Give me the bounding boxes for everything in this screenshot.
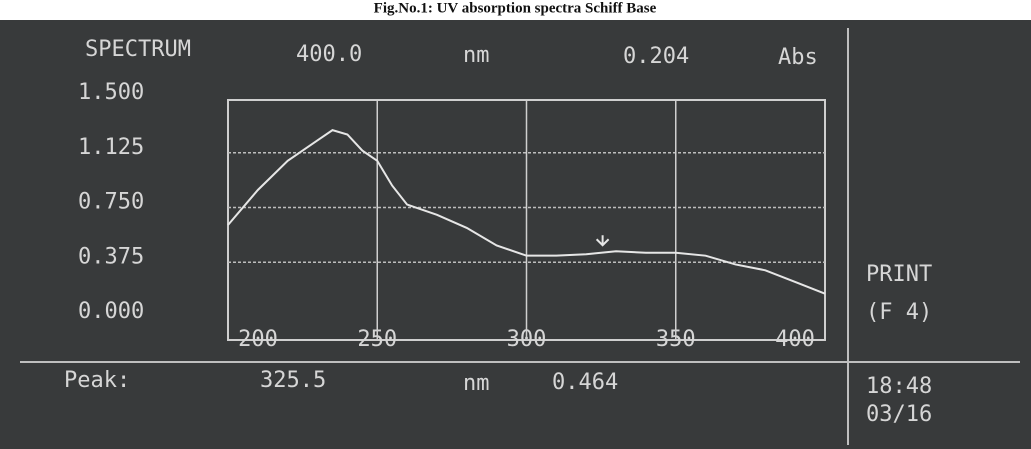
print-button[interactable]: PRINT [866,262,932,287]
y-tick-label: 0.375 [78,244,144,269]
unit: nm [463,43,490,68]
peak-wavelength: 325.5 [260,368,326,393]
x-tick-label: 400 [775,327,815,352]
peak-absorbance: 0.464 [552,370,618,395]
peak-label: Peak: [64,368,130,393]
x-tick-label: 200 [238,327,278,352]
display [0,20,1031,449]
time: 18:48 [866,374,932,399]
mode: SPECTRUM [85,37,191,62]
date: 03/16 [866,402,932,427]
unit: Abs [778,45,818,70]
spectrum-line [227,129,826,295]
wavelength: 400.0 [296,42,362,67]
unit: nm [463,371,490,396]
y-tick-label: 1.500 [78,80,144,105]
absorbance: 0.204 [623,44,689,69]
peak-marker [595,235,610,247]
key-hint: (F 4) [866,300,932,325]
y-tick-label: 0.750 [78,190,144,215]
y-tick-label: 0.000 [78,299,144,324]
caption: Fig.No.1: UV absorption spectra Schiff B… [374,0,657,16]
y-tick-label: 1.125 [78,135,144,160]
